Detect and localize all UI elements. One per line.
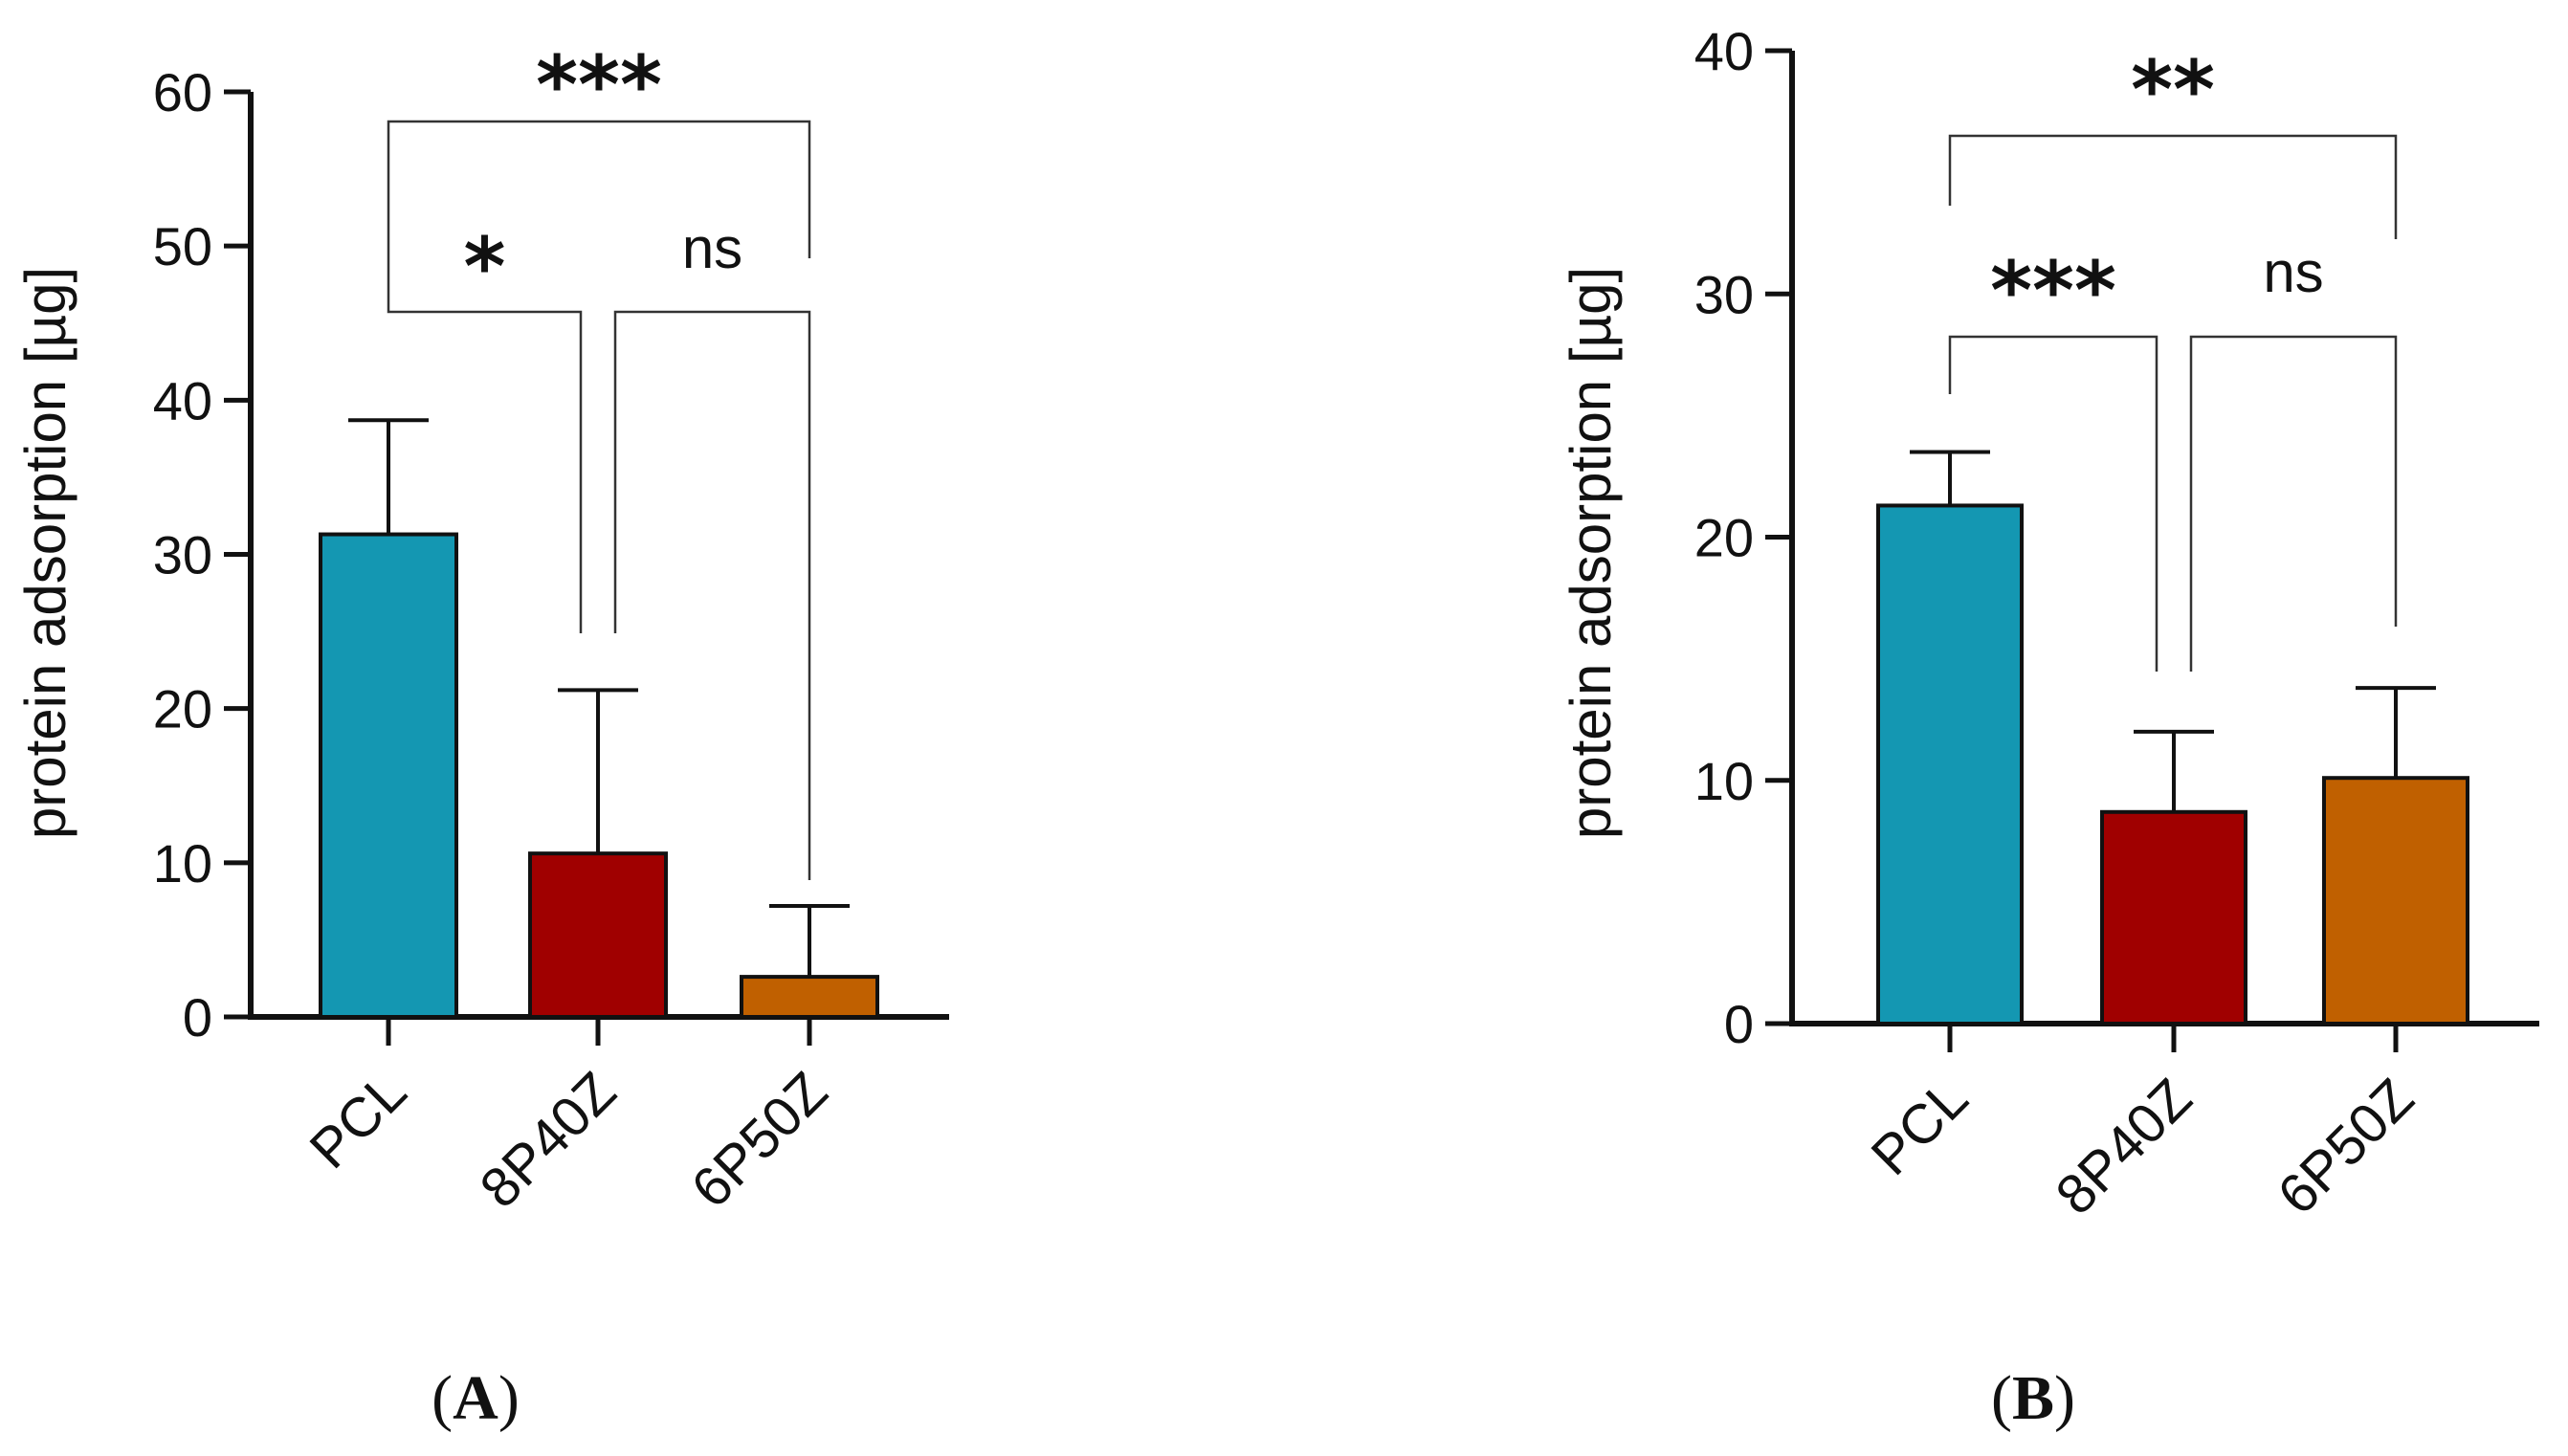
x-tick-label-b-8P40Z: 8P40Z: [2044, 1067, 2203, 1226]
significance-label-b-0-2: **: [2131, 43, 2215, 137]
x-tick-label-a-PCL: PCL: [298, 1060, 418, 1180]
y-tick-label-a-40: 40: [153, 370, 212, 430]
significance-bracket-a-1-2: [613, 310, 811, 880]
y-axis-title-b: protein adsorption [µg]: [1559, 267, 1623, 839]
significance-bracket-b-0-2: [1948, 134, 2398, 239]
bar-b-8P40Z: [2100, 809, 2247, 1026]
significance-label-b-1-2: ns: [2263, 240, 2323, 304]
chart-panel-b: 0 10 20 30 40 protein adsorption [µg] PCL 8P40Z…: [1559, 21, 2539, 1226]
significance-bracket-a-0-1: [387, 258, 583, 633]
bar-a-8P40Z: [528, 851, 668, 1019]
chart-panel-a: 0 10 20 30 40 50 60 protein adsorption [µg] PCL 8…: [13, 38, 949, 1220]
x-tick-label-b-PCL: PCL: [1859, 1067, 1980, 1187]
x-tick-label-a-8P40Z: 8P40Z: [468, 1060, 628, 1220]
y-tick-label-a-10: 10: [153, 833, 212, 893]
significance-bracket-a-0-2: [387, 120, 811, 258]
y-tick-label-b-10: 10: [1694, 751, 1754, 811]
bar-b-6P50Z: [2322, 776, 2469, 1026]
y-tick-label-b-30: 30: [1694, 264, 1754, 324]
x-tick-label-a-6P50Z: 6P50Z: [679, 1060, 839, 1220]
bar-a-6P50Z: [740, 975, 879, 1020]
significance-label-a-0-1: *: [464, 220, 506, 314]
bar-a-PCL: [319, 532, 458, 1019]
y-tick-label-a-20: 20: [153, 679, 212, 739]
y-tick-label-a-0: 0: [183, 987, 212, 1048]
panel-label-a: (A): [432, 1363, 520, 1433]
y-axis-title-a: protein adsorption [µg]: [13, 267, 77, 839]
panel-label-b: (B): [1991, 1363, 2075, 1433]
y-tick-label-b-20: 20: [1694, 508, 1754, 568]
significance-label-b-0-1: ***: [1990, 244, 2116, 338]
significance-bracket-b-1-2: [2189, 335, 2398, 672]
y-tick-label-b-0: 0: [1724, 994, 1754, 1054]
y-tick-label-b-40: 40: [1694, 21, 1754, 81]
significance-label-a-0-2: ***: [536, 38, 662, 132]
y-tick-label-a-30: 30: [153, 525, 212, 585]
significance-label-a-1-2: ns: [682, 216, 742, 280]
y-tick-label-a-60: 60: [153, 62, 212, 122]
significance-bracket-b-0-1: [1948, 335, 2158, 672]
bar-b-PCL: [1876, 503, 2024, 1026]
y-tick-label-a-50: 50: [153, 216, 212, 276]
x-tick-label-b-6P50Z: 6P50Z: [2266, 1067, 2425, 1226]
